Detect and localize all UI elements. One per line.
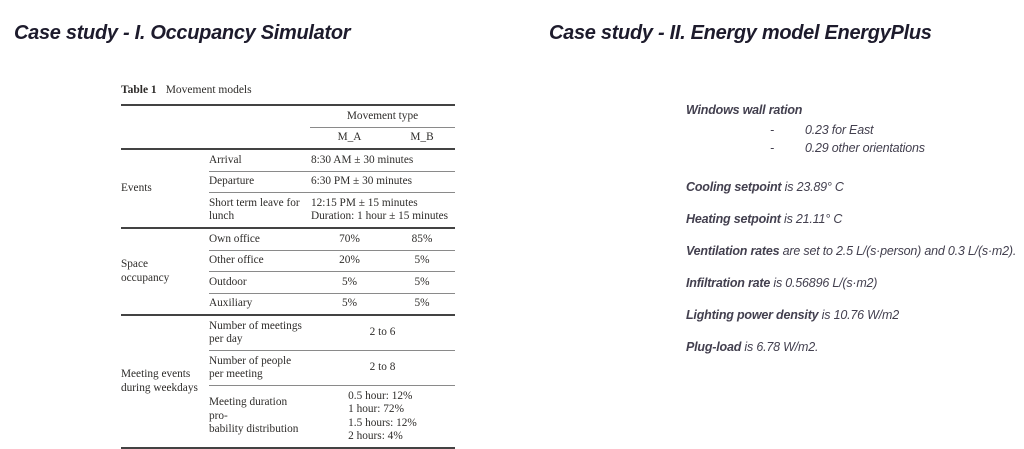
row-value-meeting-duration: 0.5 hour: 12% 1 hour: 72% 1.5 hours: 12% 2 … (310, 386, 455, 449)
table-head-spacer (121, 105, 310, 127)
parameter-name: Ventilation rates (686, 244, 780, 258)
row-value-auxiliary-mb: 5% (414, 297, 430, 309)
row-label-other-office: Other office (209, 250, 310, 272)
parameter-list: Cooling setpoint is 23.89° C Heating set… (686, 180, 1021, 354)
row-value-departure: 6:30 PM ± 30 minutes (310, 171, 455, 193)
row-value-outdoor-mb: 5% (389, 271, 455, 294)
table-row-departure: Departure 6:30 PM ± 30 minutes (121, 171, 455, 193)
parameter-value: is 0.56896 L/(s·m2) (770, 276, 878, 290)
row-value-other-office-mb: 5% (389, 250, 455, 272)
windows-wall-ratio-heading: Windows wall ration (686, 103, 803, 117)
group-label-events: Events (121, 181, 152, 194)
row-value-arrival: 8:30 AM ± 30 minutes (310, 149, 455, 172)
parameter-value: is 6.78 W/m2. (741, 340, 819, 354)
column-header-mb: M_B (389, 127, 455, 150)
space-occupancy-group: Space occupancy Own office 70% 85% Other … (121, 227, 455, 315)
parameter-value: is 21.11° C (780, 212, 843, 226)
table-row-lunch: Short term leave for lunch 12:15 PM ± 15 … (121, 193, 455, 229)
group-label-meeting-events: Meeting events during weekdays (121, 314, 209, 448)
parameter-ventilation-rates: Ventilation rates are set to 2.5 L/(s·pe… (686, 244, 1021, 258)
table-row-people-per-meeting: Number of people per meeting 2 to 8 (121, 350, 455, 386)
bullet-text: 0.29 other orientations (805, 141, 925, 155)
table-row-meetings-per-day: Meeting events during weekdays Number of … (121, 314, 455, 448)
duration-distribution-list: 0.5 hour: 12% 1 hour: 72% 1.5 hours: 12% 2 … (348, 389, 417, 443)
table-caption: Table 1 Movement models (121, 84, 461, 97)
bullet-item-other-orientations: - 0.29 other orientations (686, 139, 1021, 157)
row-label-own-office: Own office (209, 227, 310, 251)
table-row-arrival: Events Arrival 8:30 AM ± 30 minutes (121, 149, 455, 194)
bullet-text: 0.23 for East (805, 123, 874, 137)
table-row-other-office: Other office 20% 5% (121, 250, 455, 272)
row-label-outdoor: Outdoor (209, 271, 310, 294)
table-head-span-row: Movement type (121, 105, 455, 128)
parameter-heating-setpoint: Heating setpoint is 21.11° C (686, 212, 1021, 226)
row-label-lunch: Short term leave for lunch (209, 196, 300, 223)
parameter-name: Heating setpoint (686, 212, 781, 226)
left-slide-title: Case study - I. Occupancy Simulator (14, 22, 351, 45)
right-slide-title: Case study - II. Energy model EnergyPlus (549, 22, 932, 45)
row-value-outdoor-ma: 5% (310, 271, 389, 294)
group-label-space-occupancy: Space occupancy (121, 227, 209, 315)
table-caption-label: Table 1 (121, 84, 157, 96)
movement-type-header: Movement type (310, 105, 455, 128)
row-label-departure: Departure (209, 171, 310, 193)
row-value-own-office-mb: 85% (389, 227, 455, 251)
dash-bullet-icon: - (770, 141, 774, 155)
parameter-value: is 10.76 W/m2 (818, 308, 899, 322)
row-label-meeting-duration: Meeting duration pro-bability distributi… (209, 396, 299, 436)
energy-model-parameters: Windows wall ration - 0.23 for East - 0.… (686, 103, 1021, 372)
table-row-outdoor: Outdoor 5% 5% (121, 271, 455, 294)
column-header-ma: M_A (310, 127, 389, 150)
row-value-people-per-meeting: 2 to 8 (310, 350, 455, 386)
table-head-cols-row: M_A M_B (121, 127, 455, 150)
parameter-name: Infiltration rate (686, 276, 771, 290)
row-value-other-office-ma: 20% (310, 250, 389, 272)
table-head: Movement type M_A M_B (121, 105, 455, 150)
parameter-name: Plug-load (686, 340, 742, 354)
table-caption-title: Movement models (165, 84, 252, 96)
row-value-lunch: 12:15 PM ± 15 minutes Duration: 1 hour ± … (311, 196, 449, 223)
parameter-name: Cooling setpoint (686, 180, 782, 194)
parameter-name: Lighting power density (686, 308, 819, 322)
parameter-value: is 23.89° C (781, 180, 844, 194)
parameter-plug-load: Plug-load is 6.78 W/m2. (686, 340, 1021, 354)
table-head-spacer-2 (121, 127, 310, 150)
row-label-meetings-per-day: Number of meetings per day (209, 314, 310, 351)
events-group: Events Arrival 8:30 AM ± 30 minutes Depa… (121, 149, 455, 228)
parameter-lighting-power-density: Lighting power density is 10.76 W/m2 (686, 308, 1021, 322)
parameter-cooling-setpoint: Cooling setpoint is 23.89° C (686, 180, 1021, 194)
row-label-people-per-meeting: Number of people per meeting (209, 350, 310, 386)
movement-models-table: Movement type M_A M_B Events Arrival 8:3… (121, 104, 455, 449)
meeting-events-group: Meeting events during weekdays Number of … (121, 314, 455, 449)
parameter-infiltration-rate: Infiltration rate is 0.56896 L/(s·m2) (686, 276, 1021, 290)
row-label-auxiliary: Auxiliary (209, 297, 253, 309)
table-row-auxiliary: Auxiliary 5% 5% (121, 293, 455, 315)
row-value-meetings-per-day: 2 to 6 (310, 314, 455, 351)
dash-bullet-icon: - (770, 123, 774, 137)
row-label-arrival: Arrival (209, 149, 310, 172)
bullet-item-east: - 0.23 for East (686, 121, 1021, 139)
row-value-own-office-ma: 70% (310, 227, 389, 251)
row-value-auxiliary-ma: 5% (341, 297, 358, 309)
table-row-own-office: Space occupancy Own office 70% 85% (121, 227, 455, 315)
parameter-value: are set to 2.5 L/(s·person) and 0.3 L/(s… (779, 244, 1017, 258)
movement-models-table-block: Table 1 Movement models Movement type M_A… (121, 84, 461, 449)
